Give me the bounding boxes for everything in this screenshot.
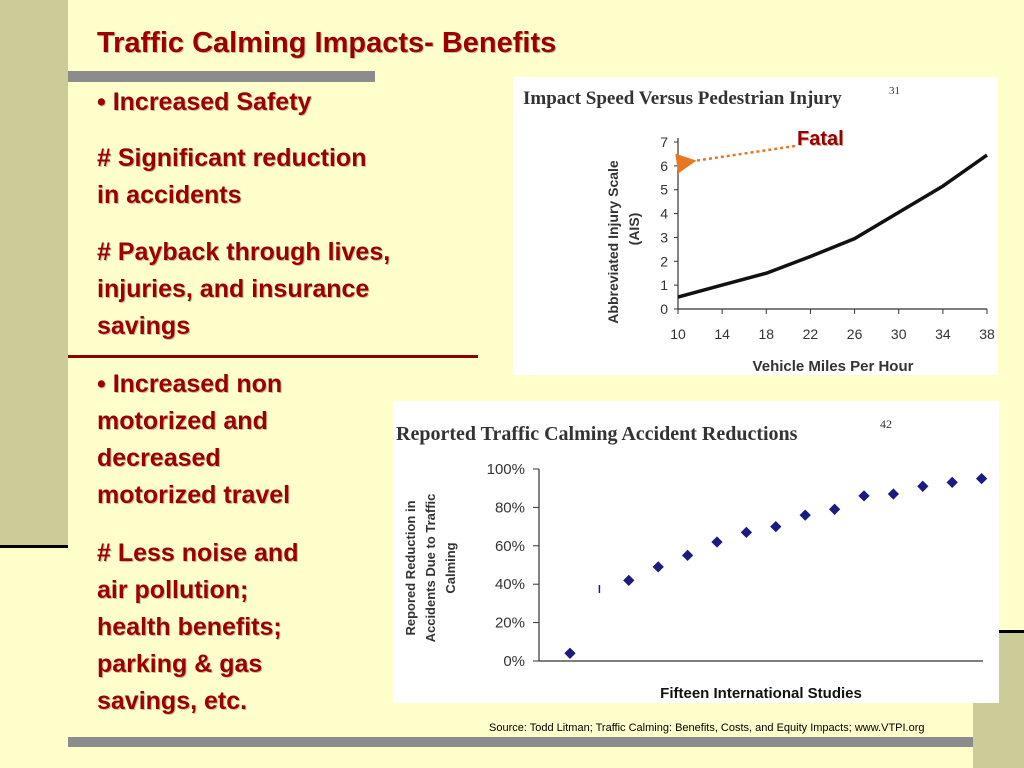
chart1-y-tick-label: 7: [660, 134, 668, 150]
chart1-y-axis-label-line2: (AIS): [626, 213, 642, 246]
bullet-noise-line2: air pollution;: [97, 576, 249, 604]
chart2-data-point: [740, 526, 753, 539]
chart1-series-line: [677, 153, 989, 299]
chart2-y-axis-label-line3: Calming: [443, 542, 458, 593]
left-rule: [0, 545, 68, 548]
chart1-title: Impact Speed Versus Pedestrian Injury: [523, 88, 842, 109]
bullet-nonmotorized-line2: motorized and: [97, 407, 268, 435]
chart2-y-axis-label-line1: Repored Reduction in: [403, 500, 418, 635]
bullet-reduction-line1: # Significant reduction: [97, 144, 367, 172]
chart1-x-tick-label: 14: [714, 326, 730, 342]
chart1-x-axis-label: Vehicle Miles Per Hour: [753, 358, 914, 375]
chart2-y-tick-label: 40%: [495, 576, 525, 593]
chart2-y-tick-label: 80%: [495, 499, 525, 516]
chart2-data-point: [564, 647, 576, 659]
chart2-y-axis-label-line2: Accidents Due to Traffic: [423, 494, 438, 643]
chart1-x-tick-label: 10: [670, 326, 686, 342]
chart1-x-tick-label: 18: [758, 326, 774, 342]
bullet-payback-line2: injuries, and insurance: [97, 275, 370, 303]
chart2-data-point: [799, 509, 811, 521]
bullet-payback-line1: # Payback through lives,: [97, 238, 391, 266]
accident-chart-panel: Reported Traffic Calming Accident Reduct…: [393, 401, 999, 703]
chart1-y-tick-label: 4: [660, 206, 668, 222]
bullet-noise-line3: health benefits;: [97, 613, 282, 641]
chart2-title: Reported Traffic Calming Accident Reduct…: [396, 423, 798, 445]
chart2-y-tick-label: 100%: [487, 461, 525, 478]
chart2-y-tick-label: 0%: [503, 653, 525, 670]
chart1-x-tick-label: 30: [891, 326, 907, 342]
slide-title: Traffic Calming Impacts- Benefits: [97, 27, 557, 59]
section-divider: [68, 355, 478, 358]
fatal-annotation: Fatal: [797, 128, 844, 150]
chart1-y-tick-label: 5: [660, 182, 668, 198]
chart1-title-ref: 31: [889, 85, 900, 97]
bullet-payback-line3: savings: [97, 312, 191, 340]
chart2-data-point: [681, 549, 694, 562]
chart1-x-tick-label: 38: [979, 326, 995, 342]
accident-chart: Reported Traffic Calming Accident Reduct…: [396, 417, 988, 702]
bullet-reduction-line2: in accidents: [97, 181, 242, 209]
chart2-y-tick-label: 60%: [495, 538, 525, 555]
chart2-data-point: [828, 503, 841, 515]
chart1-y-axis-label-line1: Abbreviated Injury Scale: [605, 160, 621, 324]
chart2-data-point: [770, 520, 782, 533]
bullet-nonmotorized-line3: decreased: [97, 444, 221, 472]
chart2-title-ref: 42: [880, 417, 892, 431]
chart2-data-point: [711, 536, 723, 548]
chart2-data-point: [887, 488, 900, 500]
chart1-x-tick-label: 34: [935, 326, 951, 342]
injury-chart: Impact Speed Versus Pedestrian Injury 310…: [523, 85, 995, 375]
chart2-data-point: [623, 574, 635, 587]
bullet-nonmotorized-line4: motorized travel: [97, 481, 291, 509]
footer-bar: [68, 737, 973, 747]
bullet-noise-line1: # Less noise and: [97, 539, 299, 567]
chart1-y-tick-label: 2: [660, 253, 668, 269]
chart1-x-tick-label: 22: [803, 326, 819, 342]
chart1-y-tick-label: 0: [660, 301, 668, 317]
chart2-data-point: [946, 476, 958, 489]
chart2-x-axis-label: Fifteen International Studies: [660, 685, 862, 702]
chart1-y-tick-label: 3: [660, 229, 668, 245]
injury-chart-panel: Impact Speed Versus Pedestrian Injury 31 0…: [513, 77, 998, 375]
title-underline-bar: [68, 71, 375, 82]
chart1-y-tick-label: 1: [660, 277, 668, 293]
left-decor-band: [0, 0, 68, 548]
bullet-increased-safety: • Increased Safety: [97, 88, 312, 116]
chart2-data-point: [975, 472, 988, 485]
chart1-x-tick-label: 26: [847, 326, 863, 342]
bullet-noise-line4: parking & gas: [97, 650, 263, 678]
chart2-data-point: [917, 480, 929, 492]
chart1-y-tick-label: 6: [660, 158, 668, 174]
chart2-data-point: [858, 490, 870, 502]
bullet-nonmotorized-line1: • Increased non: [97, 370, 283, 398]
chart2-y-tick-label: 20%: [495, 615, 525, 632]
bullet-noise-line5: savings, etc.: [97, 687, 248, 715]
chart2-data-point: [652, 561, 664, 573]
source-citation: Source: Todd Litman; Traffic Calming: Be…: [489, 722, 925, 734]
